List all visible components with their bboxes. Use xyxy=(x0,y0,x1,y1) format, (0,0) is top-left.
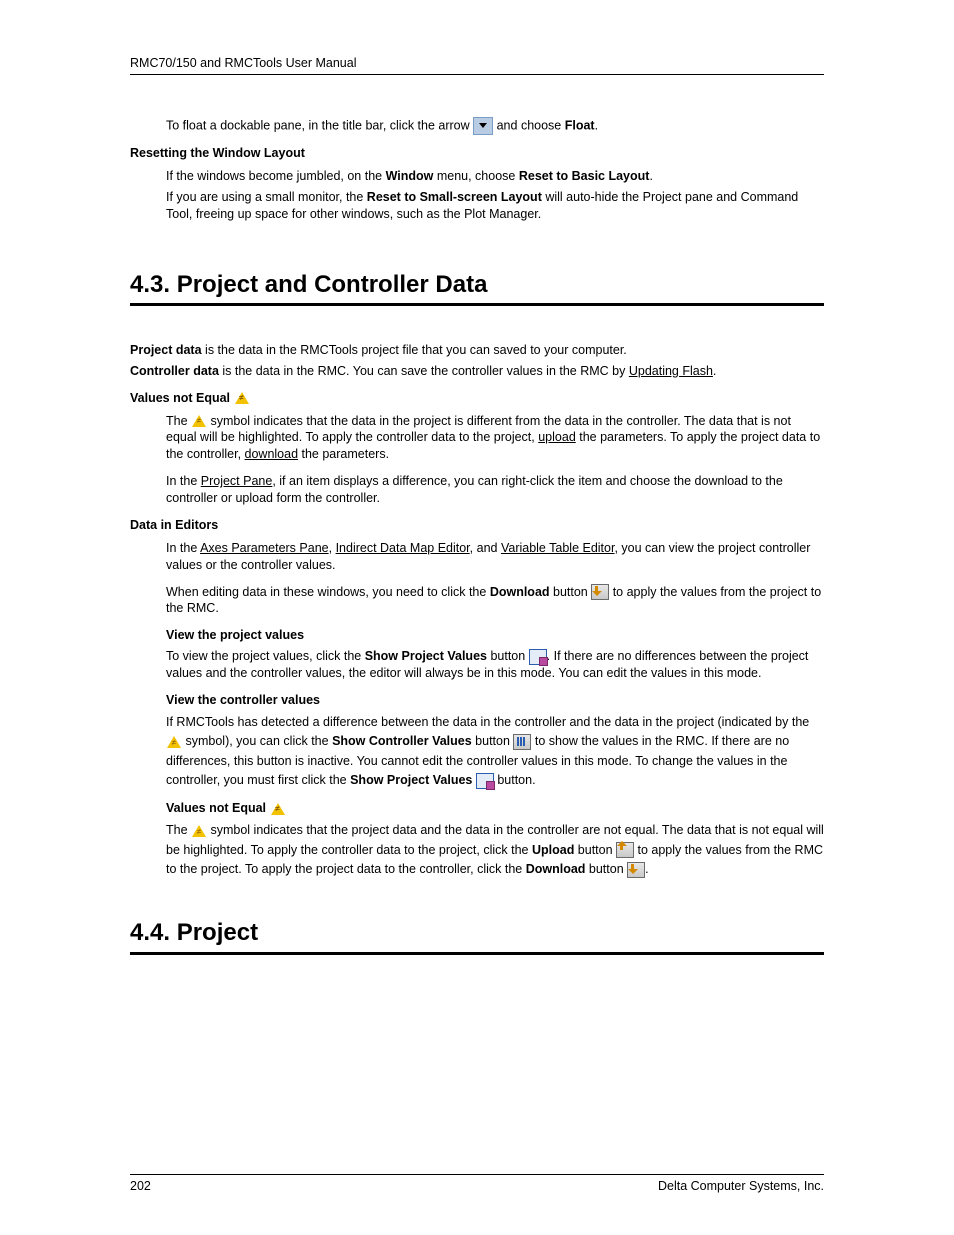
text: If you are using a small monitor, the xyxy=(166,190,367,204)
link-upload[interactable]: upload xyxy=(538,430,576,444)
dropdown-arrow-icon xyxy=(473,117,493,135)
text: . xyxy=(713,364,716,378)
vne-p1: The symbol indicates that the data in th… xyxy=(166,413,824,464)
text: button xyxy=(574,843,616,857)
text: If the windows become jumbled, on the xyxy=(166,169,386,183)
link-download[interactable]: download xyxy=(245,447,299,461)
text: the parameters. xyxy=(298,447,389,461)
not-equal-icon xyxy=(192,415,206,427)
vne2-p: The symbol indicates that the project da… xyxy=(166,821,824,879)
heading-resetting: Resetting the Window Layout xyxy=(130,145,824,162)
text: Values not Equal xyxy=(166,801,270,815)
text: and choose xyxy=(497,118,565,132)
text: The xyxy=(166,823,191,837)
text: In the xyxy=(166,541,200,555)
vcv-p: If RMCTools has detected a difference be… xyxy=(166,713,824,791)
page-footer: 202 Delta Computer Systems, Inc. xyxy=(130,1174,824,1193)
download-icon xyxy=(591,584,609,600)
bold: Reset to Basic Layout xyxy=(519,169,650,183)
text: The xyxy=(166,414,191,428)
bold: Window xyxy=(386,169,434,183)
bold-float: Float xyxy=(565,118,595,132)
show-project-values-icon xyxy=(476,773,494,789)
controller-data-p: Controller data is the data in the RMC. … xyxy=(130,363,824,380)
text: button xyxy=(472,734,514,748)
bold: Download xyxy=(526,862,586,876)
text: When editing data in these windows, you … xyxy=(166,585,490,599)
bold: Reset to Small-screen Layout xyxy=(367,190,542,204)
link-project-pane[interactable]: Project Pane xyxy=(201,474,273,488)
heading-values-not-equal-2: Values not Equal xyxy=(166,800,824,817)
heading-view-controller-values: View the controller values xyxy=(166,692,824,709)
die-p2: When editing data in these windows, you … xyxy=(166,584,824,618)
bold: Upload xyxy=(532,843,574,857)
bold: Show Project Values xyxy=(350,773,472,787)
text: Values not Equal xyxy=(130,391,234,405)
bold: Show Controller Values xyxy=(332,734,472,748)
text: is the data in the RMC. You can save the… xyxy=(219,364,629,378)
text: , and xyxy=(470,541,501,555)
reset-p2: If you are using a small monitor, the Re… xyxy=(166,189,824,223)
link-variable-table[interactable]: Variable Table Editor xyxy=(501,541,615,555)
text: If RMCTools has detected a difference be… xyxy=(166,715,809,729)
not-equal-icon xyxy=(167,736,181,748)
float-paragraph: To float a dockable pane, in the title b… xyxy=(166,117,824,135)
show-controller-values-icon xyxy=(513,734,531,750)
text: menu, choose xyxy=(433,169,518,183)
link-updating-flash[interactable]: Updating Flash xyxy=(629,364,713,378)
heading-data-in-editors: Data in Editors xyxy=(130,517,824,534)
text: . xyxy=(595,118,598,132)
text: To float a dockable pane, in the title b… xyxy=(166,118,473,132)
text: button xyxy=(487,649,529,663)
die-p1: In the Axes Parameters Pane, Indirect Da… xyxy=(166,540,824,574)
not-equal-icon xyxy=(192,825,206,837)
text: button xyxy=(585,862,627,876)
vne-p2: In the Project Pane, if an item displays… xyxy=(166,473,824,507)
page-header: RMC70/150 and RMCTools User Manual xyxy=(130,56,824,75)
reset-p1: If the windows become jumbled, on the Wi… xyxy=(166,168,824,185)
text: button xyxy=(550,585,592,599)
text: is the data in the RMCTools project file… xyxy=(202,343,627,357)
download-icon xyxy=(627,862,645,878)
text: button. xyxy=(494,773,536,787)
heading-view-project-values: View the project values xyxy=(166,627,824,644)
section-4-3-title: 4.3. Project and Controller Data xyxy=(130,269,824,306)
vpv-p: To view the project values, click the Sh… xyxy=(166,648,824,682)
bold: Controller data xyxy=(130,364,219,378)
upload-icon xyxy=(616,842,634,858)
not-equal-icon xyxy=(271,803,285,815)
company-name: Delta Computer Systems, Inc. xyxy=(658,1179,824,1193)
not-equal-icon xyxy=(235,392,249,404)
bold: Project data xyxy=(130,343,202,357)
text: In the xyxy=(166,474,201,488)
text: . xyxy=(645,862,648,876)
text: symbol), you can click the xyxy=(182,734,332,748)
section-4-4-title: 4.4. Project xyxy=(130,917,824,954)
heading-values-not-equal: Values not Equal xyxy=(130,390,824,407)
show-project-values-icon xyxy=(529,649,547,665)
bold: Download xyxy=(490,585,550,599)
link-indirect-map[interactable]: Indirect Data Map Editor xyxy=(336,541,470,555)
text: , xyxy=(329,541,336,555)
page-number: 202 xyxy=(130,1179,151,1193)
link-axes-parameters[interactable]: Axes Parameters Pane xyxy=(200,541,329,555)
text: . xyxy=(649,169,652,183)
bold: Show Project Values xyxy=(365,649,487,663)
text: To view the project values, click the xyxy=(166,649,365,663)
project-data-p: Project data is the data in the RMCTools… xyxy=(130,342,824,359)
